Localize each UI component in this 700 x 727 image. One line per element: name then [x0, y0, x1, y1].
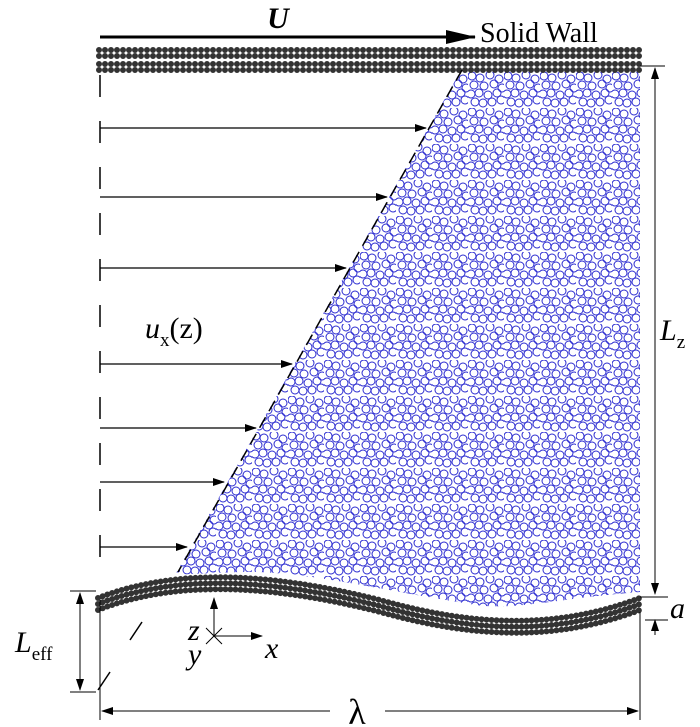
height-label: Lz — [659, 314, 685, 353]
y-axis — [205, 627, 223, 645]
velocity-arrows — [100, 124, 427, 551]
y-label: y — [185, 638, 202, 671]
effective-sub: eff — [32, 644, 53, 665]
velocity-label: U — [267, 2, 290, 35]
fluid-particles — [175, 72, 640, 607]
profile-sub: x — [160, 330, 170, 351]
x-label: x — [264, 632, 279, 665]
profile-line — [177, 69, 463, 573]
profile-arg: (z) — [170, 312, 203, 345]
effective-main: L — [14, 626, 32, 659]
slash — [129, 621, 143, 641]
height-main: L — [659, 314, 677, 347]
top-wall — [96, 47, 643, 73]
effective-label: Leff — [14, 626, 53, 665]
wall-label: Solid Wall — [480, 18, 598, 49]
profile-label: ux(z) — [145, 312, 203, 351]
wavelength-label: λ — [348, 692, 366, 727]
height-sub: z — [677, 332, 685, 353]
profile-main: u — [145, 312, 160, 345]
amplitude-label: a — [670, 592, 685, 625]
z-label: z — [187, 614, 200, 647]
bottom-wall — [95, 574, 643, 636]
